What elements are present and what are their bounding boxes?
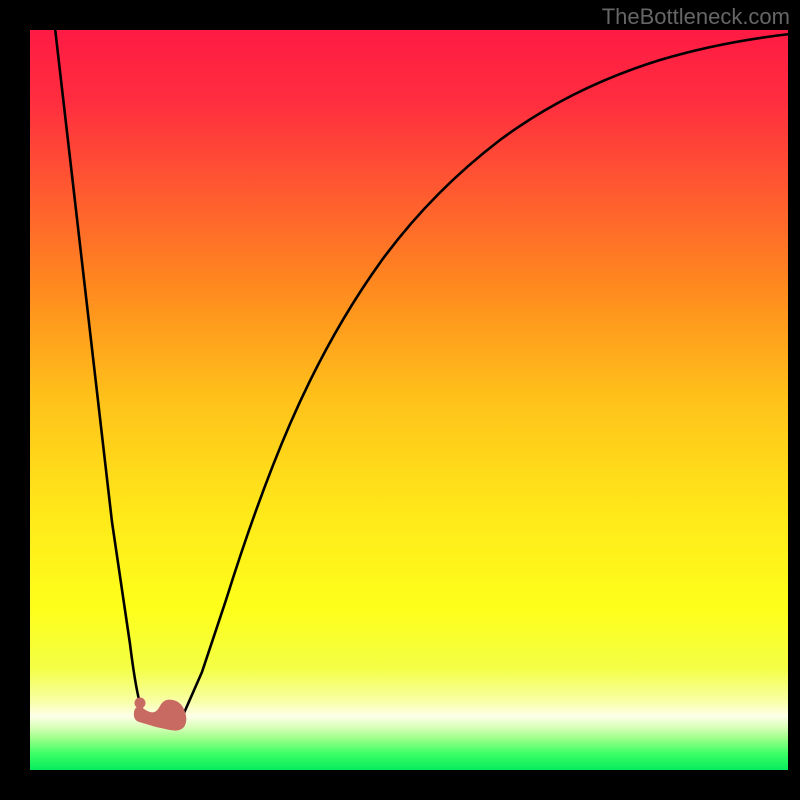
watermark-text: TheBottleneck.com <box>602 4 790 30</box>
minimum-marker-dot <box>135 698 146 709</box>
chart-container: TheBottleneck.com <box>0 0 800 800</box>
chart-svg <box>0 0 800 800</box>
gradient-background <box>28 28 790 772</box>
